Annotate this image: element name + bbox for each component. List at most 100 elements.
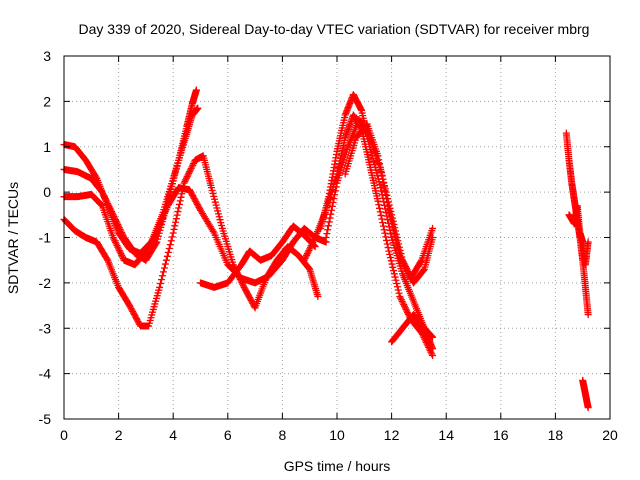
data-point bbox=[160, 264, 168, 272]
series-arc-9 bbox=[341, 120, 437, 282]
data-point bbox=[239, 282, 247, 290]
data-point bbox=[306, 243, 314, 251]
data-point bbox=[362, 121, 370, 129]
series-arc-12 bbox=[565, 202, 592, 269]
data-point bbox=[115, 222, 123, 230]
data-point bbox=[374, 197, 382, 205]
data-point bbox=[300, 256, 308, 264]
data-point bbox=[119, 253, 126, 261]
data-point bbox=[383, 195, 391, 203]
data-point bbox=[391, 232, 399, 240]
data-point bbox=[174, 208, 182, 216]
data-point bbox=[378, 171, 386, 179]
data-point bbox=[386, 213, 394, 221]
data-point bbox=[429, 351, 437, 359]
data-point bbox=[429, 224, 437, 232]
data-point bbox=[429, 345, 437, 353]
data-point bbox=[152, 230, 160, 238]
x-tick-label: 8 bbox=[279, 427, 287, 443]
data-point bbox=[310, 235, 318, 243]
data-point bbox=[401, 304, 409, 312]
y-tick-label: -5 bbox=[39, 411, 52, 427]
data-point bbox=[326, 214, 334, 222]
data-point bbox=[402, 305, 410, 313]
data-point bbox=[103, 198, 111, 206]
data-point bbox=[323, 230, 331, 238]
data-point bbox=[392, 276, 400, 284]
data-point bbox=[307, 242, 315, 250]
data-point bbox=[398, 257, 406, 265]
data-point bbox=[389, 222, 397, 230]
data-point bbox=[404, 268, 412, 276]
data-point bbox=[97, 200, 105, 208]
data-point bbox=[303, 251, 311, 259]
data-point bbox=[111, 238, 119, 246]
data-point bbox=[383, 240, 391, 248]
data-point bbox=[99, 190, 107, 198]
data-point bbox=[114, 243, 122, 251]
data-point bbox=[328, 206, 336, 214]
data-point bbox=[159, 268, 167, 276]
data-point bbox=[115, 224, 123, 232]
data-point bbox=[428, 350, 436, 358]
data-point bbox=[111, 214, 119, 222]
data-point bbox=[164, 248, 172, 256]
data-point bbox=[377, 211, 385, 219]
data-point bbox=[109, 211, 117, 219]
data-point bbox=[306, 245, 314, 253]
data-point bbox=[329, 198, 337, 206]
data-point bbox=[400, 302, 408, 310]
data-point bbox=[112, 240, 120, 248]
data-point bbox=[101, 193, 109, 201]
data-point bbox=[377, 167, 385, 175]
data-point bbox=[395, 289, 403, 297]
data-point bbox=[322, 234, 330, 241]
data-point bbox=[162, 256, 170, 264]
data-point bbox=[375, 201, 383, 209]
data-point bbox=[390, 267, 398, 275]
data-point bbox=[236, 274, 243, 282]
data-point bbox=[401, 263, 409, 271]
data-point bbox=[113, 242, 121, 250]
data-point bbox=[189, 161, 197, 169]
data-point bbox=[376, 163, 384, 171]
data-point bbox=[384, 244, 392, 252]
data-point bbox=[381, 187, 389, 195]
data-point bbox=[102, 196, 110, 204]
data-point bbox=[380, 226, 388, 234]
data-point bbox=[171, 222, 179, 230]
data-point bbox=[105, 203, 113, 211]
y-axis-label: SDTVAR / TECUs bbox=[5, 182, 21, 294]
data-point bbox=[186, 166, 194, 174]
data-point bbox=[397, 255, 405, 263]
data-point bbox=[395, 248, 403, 256]
data-point bbox=[239, 280, 247, 288]
data-point bbox=[158, 272, 166, 280]
data-point bbox=[179, 186, 187, 194]
data-point bbox=[393, 283, 401, 291]
data-point bbox=[380, 183, 388, 191]
data-point bbox=[104, 201, 112, 209]
y-tick-label: 2 bbox=[43, 93, 51, 109]
data-point bbox=[393, 242, 401, 250]
data-point bbox=[92, 173, 100, 181]
data-point bbox=[400, 261, 408, 269]
data-point bbox=[113, 219, 121, 227]
y-tick-label: -2 bbox=[39, 275, 52, 291]
data-point bbox=[402, 265, 410, 273]
data-point bbox=[156, 283, 164, 291]
data-point bbox=[103, 255, 111, 263]
data-point bbox=[394, 286, 402, 294]
data-point bbox=[397, 253, 405, 261]
data-point bbox=[396, 252, 404, 260]
data-point bbox=[229, 261, 237, 269]
data-point bbox=[427, 348, 435, 356]
data-point bbox=[194, 104, 202, 112]
data-point bbox=[376, 204, 384, 212]
data-point bbox=[391, 273, 399, 281]
data-point bbox=[209, 227, 217, 235]
data-point bbox=[165, 245, 173, 253]
data-point bbox=[118, 251, 126, 259]
